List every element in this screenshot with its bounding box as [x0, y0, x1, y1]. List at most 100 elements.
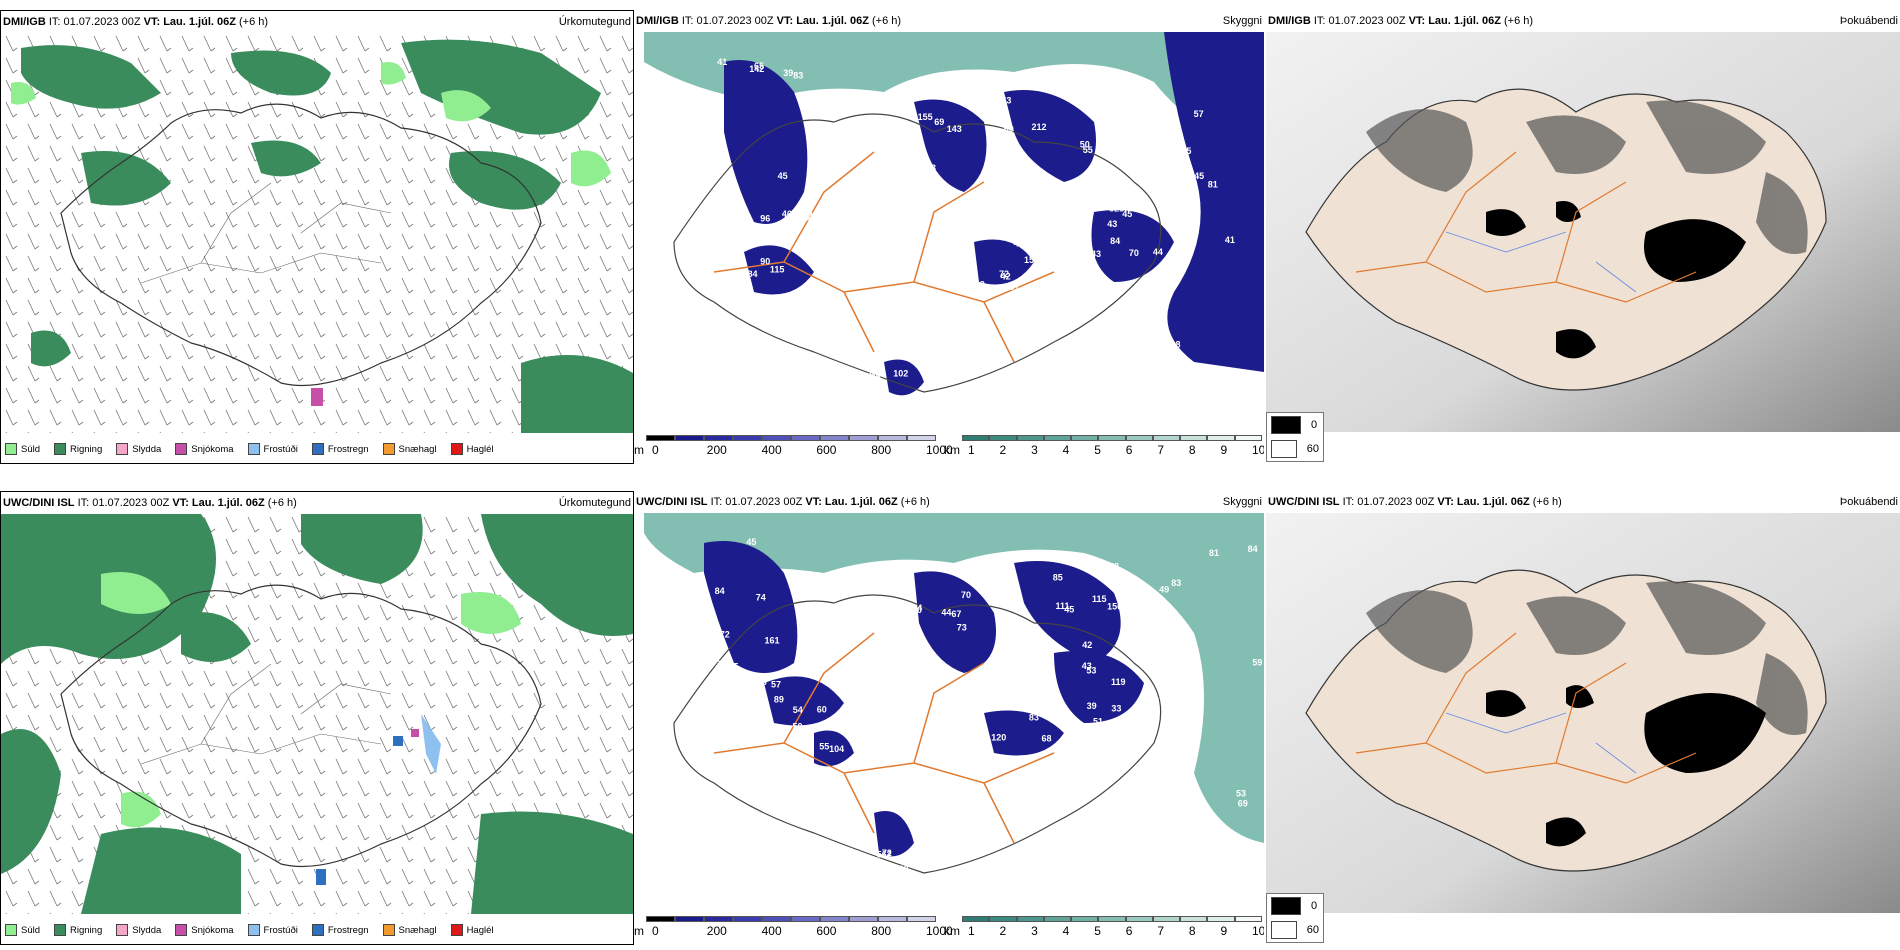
cloud-base-label: 81 [1208, 180, 1218, 190]
legend-item-frostudi: Frostúði [247, 443, 298, 455]
cloud-base-label: 75 [1209, 833, 1219, 843]
cloud-base-label: 50 [793, 722, 803, 732]
visibility-segment [1016, 435, 1044, 441]
legend-label: Snæhagl [398, 443, 437, 455]
cloud-base-label: 83 [1171, 578, 1181, 588]
precip-map[interactable] [1, 514, 633, 914]
visibility-segment [1234, 435, 1262, 441]
legend-swatch [116, 443, 129, 455]
fog-value: 60 [1306, 924, 1319, 936]
cloud-base-label: 53 [1236, 788, 1246, 798]
cloud-base-label: 63 [907, 811, 917, 821]
fog-value: 0 [1311, 419, 1318, 431]
iceland-outline [60, 103, 542, 387]
terrain-tick-label: 600 [816, 443, 837, 457]
cloud-base-label: 73 [1075, 202, 1085, 212]
terrain-segment [733, 916, 762, 922]
cloud-base-label: 102 [893, 369, 908, 379]
cloud-base-label: 100 [800, 213, 815, 223]
forecast-offset: (+6 h) [1532, 496, 1562, 508]
cloud-base-label: 72 [882, 848, 892, 858]
legend-item-slydda: Slydda [116, 443, 161, 455]
cloud-base-label: 282 [1122, 135, 1137, 145]
terrain-colorbar: m 0 200 400 600 800 1000 [634, 435, 953, 457]
cloud-base-label: 51 [1093, 716, 1103, 726]
visibility-tick-label: 10 [1252, 443, 1264, 457]
cloud-base-label: 53 [757, 677, 767, 687]
visibility-segment [1234, 916, 1262, 922]
visibility-segment [1043, 916, 1072, 922]
precip-legend: Súld Rigning Slydda Snjókoma Frostúði Fr… [5, 441, 494, 457]
cloud-base-label: 44 [1156, 199, 1166, 209]
fog-key-row: 60 [1267, 918, 1323, 942]
fog-key: 0 60 [1266, 412, 1324, 462]
visibility-segment [989, 916, 1017, 922]
visibility-tick-label: 5 [1094, 924, 1101, 938]
visibility-tick-label: 1 [968, 924, 975, 938]
visibility-segment [1125, 435, 1153, 441]
visibility-tick-label: 7 [1157, 443, 1165, 457]
fog-value: 0 [1311, 900, 1318, 912]
precip-panel-row2: UWC/DINI ISL IT: 01.07.2023 00Z VT: Lau.… [0, 491, 634, 945]
visibility-tick-label: 4 [1062, 443, 1070, 457]
cloud-base-label: 562 [877, 849, 892, 859]
cloud-base-label: 39 [779, 230, 789, 240]
cloud-base-label: 43 [1163, 720, 1173, 730]
fog-map[interactable] [1266, 32, 1900, 432]
cloud-base-label: 45 [746, 537, 756, 547]
cloud-base-label: 72 [999, 269, 1009, 279]
legend-swatch [116, 924, 129, 936]
legend-label: Frostregn [327, 443, 369, 455]
cloud-base-label: 60 [817, 704, 827, 714]
visibility-tick-label: 9 [1220, 443, 1228, 457]
legend-item-snjokoma: Snjókoma [175, 443, 234, 455]
cloud-base-label: 49 [1159, 584, 1169, 594]
terrain-segment [704, 916, 733, 922]
terrain-tick-label: 800 [871, 924, 892, 938]
cloud-panel-row2: UWC/DINI ISL IT: 01.07.2023 00Z VT: Lau.… [634, 491, 1264, 943]
cloud-base-label: 84 [1110, 236, 1120, 246]
cloud-base-label: 46 [1101, 175, 1111, 185]
cloud-base-label: 43 [1091, 249, 1101, 259]
legend-swatch [382, 443, 395, 455]
terrain-unit: m [634, 443, 644, 457]
cloud-base-label: 73 [1042, 701, 1052, 711]
terrain-segment [907, 916, 936, 922]
cloud-base-label: 69 [1238, 799, 1248, 809]
model-name: DMI/IGB [636, 15, 679, 27]
visibility-segment [1152, 435, 1181, 441]
legend-swatch [5, 443, 17, 455]
terrain-segment [849, 916, 878, 922]
legend-swatch [311, 924, 324, 936]
cloud-base-label: 44 [941, 608, 951, 618]
terrain-segment [733, 435, 762, 441]
terrain-tick-label: 1000 [926, 443, 953, 457]
cloud-base-label: 56 [899, 809, 909, 819]
cloud-base-label: 102 [948, 84, 963, 94]
cloud-map[interactable]: 45 67 41 33 50 55 49 34 72 70 45 38 57 120 75 62 53 193 11… [634, 513, 1264, 913]
visibility-tick-label: 9 [1220, 924, 1228, 938]
cloud-base-label: 41 [717, 57, 727, 67]
fog-map[interactable] [1266, 513, 1900, 913]
visibility-unit: km [944, 924, 960, 938]
init-time: IT: 01.07.2023 00Z [681, 15, 774, 27]
cloud-base-label: 62 [975, 280, 985, 290]
cloud-base-label: 111 [1056, 601, 1070, 611]
cloud-base-label: 39 [1087, 701, 1097, 711]
legend-label: Frostúði [263, 443, 298, 455]
cloud-base-label: 75 [898, 317, 908, 327]
cloud-base-label: 41 [1121, 601, 1131, 611]
legend-item-haglel: Haglél [450, 924, 494, 936]
panel-title: Úrkomutegund [558, 497, 631, 509]
legend-swatch [247, 924, 260, 936]
terrain-tick-label: 600 [816, 924, 837, 938]
valid-time: Lau. 1.júl. 06Z [1456, 496, 1530, 508]
fog-swatch [1271, 416, 1301, 434]
terrain-colorbar: m 0 200 400 600 800 1000 [634, 916, 953, 938]
cloud-map[interactable]: 83 72 54 43 100 62 57 45 35 69 46 43 46 42 41 66 65 60 50 4… [634, 32, 1264, 432]
visibility-segment [1180, 916, 1208, 922]
init-time: IT: 01.07.2023 00Z [710, 496, 803, 508]
precip-map[interactable] [1, 33, 633, 433]
cloud-base-label: 120 [991, 733, 1006, 743]
cloud-base-label: 33 [1111, 703, 1121, 713]
